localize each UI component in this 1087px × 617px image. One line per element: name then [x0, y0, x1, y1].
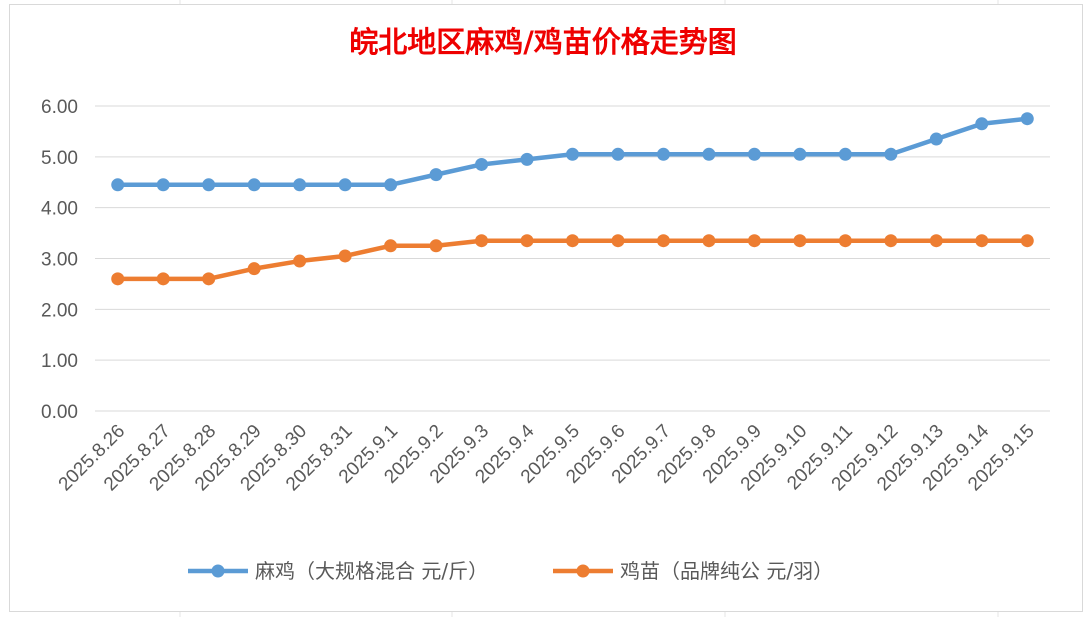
data-point[interactable]: [475, 234, 489, 248]
y-tick-label: 6.00: [41, 97, 78, 118]
data-point[interactable]: [793, 234, 807, 248]
y-tick-label: 5.00: [41, 148, 78, 169]
data-point[interactable]: [884, 234, 898, 248]
y-tick-label: 0.00: [41, 402, 78, 423]
series-layer: [111, 112, 1034, 286]
data-point[interactable]: [520, 152, 534, 166]
data-point[interactable]: [1020, 234, 1034, 248]
data-point[interactable]: [384, 178, 398, 192]
data-point[interactable]: [611, 234, 625, 248]
data-point[interactable]: [702, 234, 716, 248]
data-point[interactable]: [202, 178, 216, 192]
data-point[interactable]: [156, 178, 170, 192]
series-2: [111, 234, 1034, 286]
legend-item[interactable]: 鸡苗（品牌纯公 元/羽）: [553, 559, 833, 583]
data-point[interactable]: [338, 249, 352, 263]
data-point[interactable]: [247, 262, 261, 276]
data-point[interactable]: [156, 272, 170, 286]
data-point[interactable]: [656, 147, 670, 161]
legend: 麻鸡（大规格混合 元/斤） 鸡苗（品牌纯公 元/羽）: [188, 559, 833, 583]
data-point[interactable]: [520, 234, 534, 248]
chart-area[interactable]: [9, 4, 1083, 612]
y-tick-label: 4.00: [41, 199, 78, 220]
data-point[interactable]: [429, 239, 443, 253]
legend-marker: [211, 564, 225, 578]
data-point[interactable]: [929, 132, 943, 146]
data-point[interactable]: [384, 239, 398, 253]
data-point[interactable]: [338, 178, 352, 192]
y-axis-labels: 0.00 1.00 2.00 3.00 4.00 5.00 6.00: [41, 97, 78, 423]
data-point[interactable]: [838, 147, 852, 161]
data-point[interactable]: [475, 157, 489, 171]
y-tick-label: 1.00: [41, 351, 78, 372]
data-point[interactable]: [566, 234, 579, 248]
data-point[interactable]: [611, 147, 625, 161]
data-point[interactable]: [293, 254, 307, 268]
data-point[interactable]: [838, 234, 852, 248]
series-1: [111, 112, 1034, 192]
data-point[interactable]: [202, 272, 216, 286]
data-point[interactable]: [1020, 112, 1034, 126]
data-point[interactable]: [747, 147, 761, 161]
data-point[interactable]: [293, 178, 307, 192]
data-point[interactable]: [702, 147, 716, 161]
data-point[interactable]: [975, 117, 989, 131]
data-point[interactable]: [566, 147, 579, 161]
y-tick-label: 2.00: [41, 300, 78, 321]
legend-label: 麻鸡（大规格混合 元/斤）: [255, 559, 488, 583]
data-point[interactable]: [111, 178, 125, 192]
data-point[interactable]: [793, 147, 807, 161]
data-point[interactable]: [111, 272, 125, 286]
data-point[interactable]: [247, 178, 261, 192]
data-point[interactable]: [747, 234, 761, 248]
chart-title: 皖北地区麻鸡/鸡苗价格走势图: [349, 25, 737, 59]
data-point[interactable]: [884, 147, 898, 161]
legend-item[interactable]: 麻鸡（大规格混合 元/斤）: [188, 559, 488, 583]
data-point[interactable]: [429, 168, 443, 182]
legend-marker: [576, 564, 590, 578]
x-axis-labels: 2025.8.262025.8.272025.8.282025.8.292025…: [55, 420, 1039, 495]
legend-label: 鸡苗（品牌纯公 元/羽）: [620, 559, 833, 583]
data-point[interactable]: [929, 234, 943, 248]
data-point[interactable]: [656, 234, 670, 248]
data-point[interactable]: [975, 234, 989, 248]
y-tick-label: 3.00: [41, 250, 78, 271]
